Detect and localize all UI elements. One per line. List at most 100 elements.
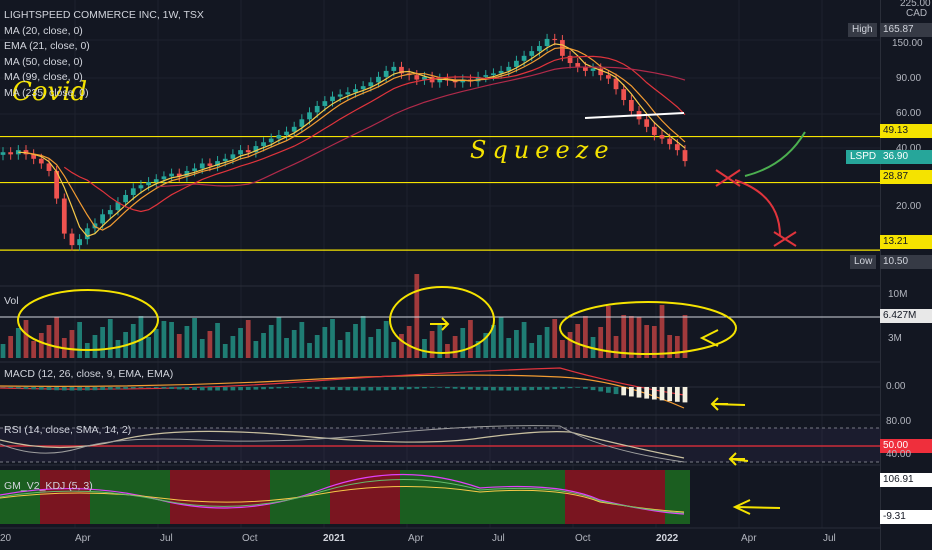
- annotation-cross-2: [773, 231, 797, 247]
- symbol-title[interactable]: LIGHTSPEED COMMERCE INC, 1W, TSX: [4, 9, 204, 21]
- level-tag: 28.87: [880, 170, 932, 184]
- volume-bar: [291, 330, 297, 358]
- volume-bar: [529, 343, 535, 358]
- kdj-background-segment: [40, 470, 90, 524]
- volume-bar: [383, 321, 389, 358]
- volume-bar: [8, 336, 14, 358]
- macd-histogram-bar: [69, 387, 75, 391]
- macd-histogram-bar: [483, 387, 489, 391]
- study-ma50[interactable]: MA (50, close, 0): [4, 55, 83, 68]
- volume-bar: [475, 341, 481, 358]
- volume-bar: [674, 336, 680, 358]
- macd-histogram-bar: [107, 387, 113, 390]
- macd-histogram-bar: [583, 387, 588, 389]
- candle-body: [414, 75, 420, 80]
- volume-bar: [651, 326, 657, 358]
- price-tick: 150.00: [892, 38, 923, 49]
- candle-body: [345, 92, 351, 95]
- macd-histogram-bar: [307, 387, 312, 389]
- time-label: Oct: [242, 533, 258, 544]
- volume-bar: [130, 324, 136, 358]
- volume-bar: [376, 329, 381, 358]
- kdj-j-line: [0, 473, 685, 515]
- volume-bar: [667, 335, 673, 358]
- candle-body: [583, 66, 588, 71]
- macd-histogram-bar: [276, 387, 282, 389]
- macd-histogram-bar: [15, 387, 21, 389]
- macd-line: [0, 367, 685, 396]
- time-label: Jul: [492, 533, 505, 544]
- macd-title[interactable]: MACD (12, 26, close, 9, EMA, EMA): [4, 368, 174, 380]
- time-label: Apr: [741, 533, 757, 544]
- macd-histogram-bar: [130, 387, 136, 389]
- volume-bar: [537, 335, 542, 358]
- candle-body: [460, 79, 466, 83]
- volume-bar: [31, 341, 37, 358]
- macd-histogram-bar: [169, 387, 174, 390]
- annotation-circle: [389, 286, 495, 354]
- volume-bar: [253, 341, 259, 358]
- macd-histogram-bar: [184, 387, 190, 390]
- study-ma235[interactable]: MA (235, close, 0): [4, 86, 89, 99]
- volume-bar: [115, 340, 121, 358]
- volume-bar: [345, 332, 351, 358]
- volume-title[interactable]: Vol: [4, 295, 19, 307]
- macd-histogram-bar: [322, 387, 328, 390]
- volume-bar: [245, 320, 251, 358]
- volume-bar: [460, 328, 466, 358]
- macd-histogram-bar: [514, 387, 519, 391]
- macd-histogram-bar: [23, 387, 29, 389]
- macd-histogram-bar: [230, 387, 236, 391]
- macd-histogram-bar: [567, 387, 573, 389]
- candle-body: [552, 38, 558, 41]
- study-ma20[interactable]: MA (20, close, 0): [4, 24, 83, 37]
- study-ma99[interactable]: MA (99, close, 0): [4, 71, 83, 83]
- kdj-title[interactable]: GM_V2_KDJ (5, 3): [4, 480, 93, 492]
- time-label: Oct: [575, 533, 591, 544]
- volume-bar: [659, 305, 665, 358]
- annotation-squeeze: Squeeze: [470, 136, 615, 164]
- candle-body: [238, 150, 243, 155]
- candle-body: [659, 135, 665, 139]
- macd-histogram-bar: [368, 387, 374, 391]
- macd-histogram-bar: [682, 387, 688, 403]
- macd-histogram-bar: [468, 387, 473, 390]
- candle-body: [0, 152, 6, 155]
- volume-bar: [452, 336, 458, 358]
- macd-signal-line: [0, 374, 685, 409]
- volume-bar: [605, 306, 611, 358]
- macd-histogram-bar: [330, 387, 335, 390]
- macd-histogram-bar: [360, 387, 366, 391]
- macd-histogram-bar: [445, 387, 450, 389]
- rsi-tick: 80.00: [886, 416, 912, 427]
- macd-histogram-bar: [552, 387, 558, 390]
- candle-body: [674, 144, 680, 151]
- volume-bar: [644, 325, 650, 358]
- annotation-arrow: [699, 329, 719, 347]
- last-price-tag: 36.90: [880, 150, 932, 164]
- volume-bar: [682, 315, 688, 358]
- macd-histogram-bar: [222, 387, 228, 391]
- macd-histogram-bar: [590, 387, 596, 391]
- rsi-title[interactable]: RSI (14, close, SMA, 14, 2): [4, 424, 132, 436]
- candle-body: [498, 70, 504, 74]
- macd-histogram-bar: [353, 387, 358, 391]
- candle-body: [422, 76, 427, 80]
- macd-histogram-bar: [284, 387, 289, 388]
- candle-body: [123, 194, 128, 203]
- candle-body: [268, 138, 274, 143]
- macd-histogram-bar: [100, 387, 105, 390]
- candle-body: [353, 89, 358, 93]
- candle-body: [514, 60, 519, 67]
- macd-histogram-bar: [138, 387, 144, 388]
- volume-bar: [337, 340, 343, 358]
- price-axis-rail[interactable]: [880, 0, 932, 550]
- volume-bar: [445, 344, 450, 358]
- study-ema21[interactable]: EMA (21, close, 0): [4, 40, 90, 52]
- macd-histogram-bar: [84, 387, 90, 391]
- annotation-covid: Covid: [12, 77, 87, 107]
- kdj-background-segment: [170, 470, 270, 524]
- macd-histogram-bar: [46, 387, 52, 391]
- time-label: Jul: [160, 533, 173, 544]
